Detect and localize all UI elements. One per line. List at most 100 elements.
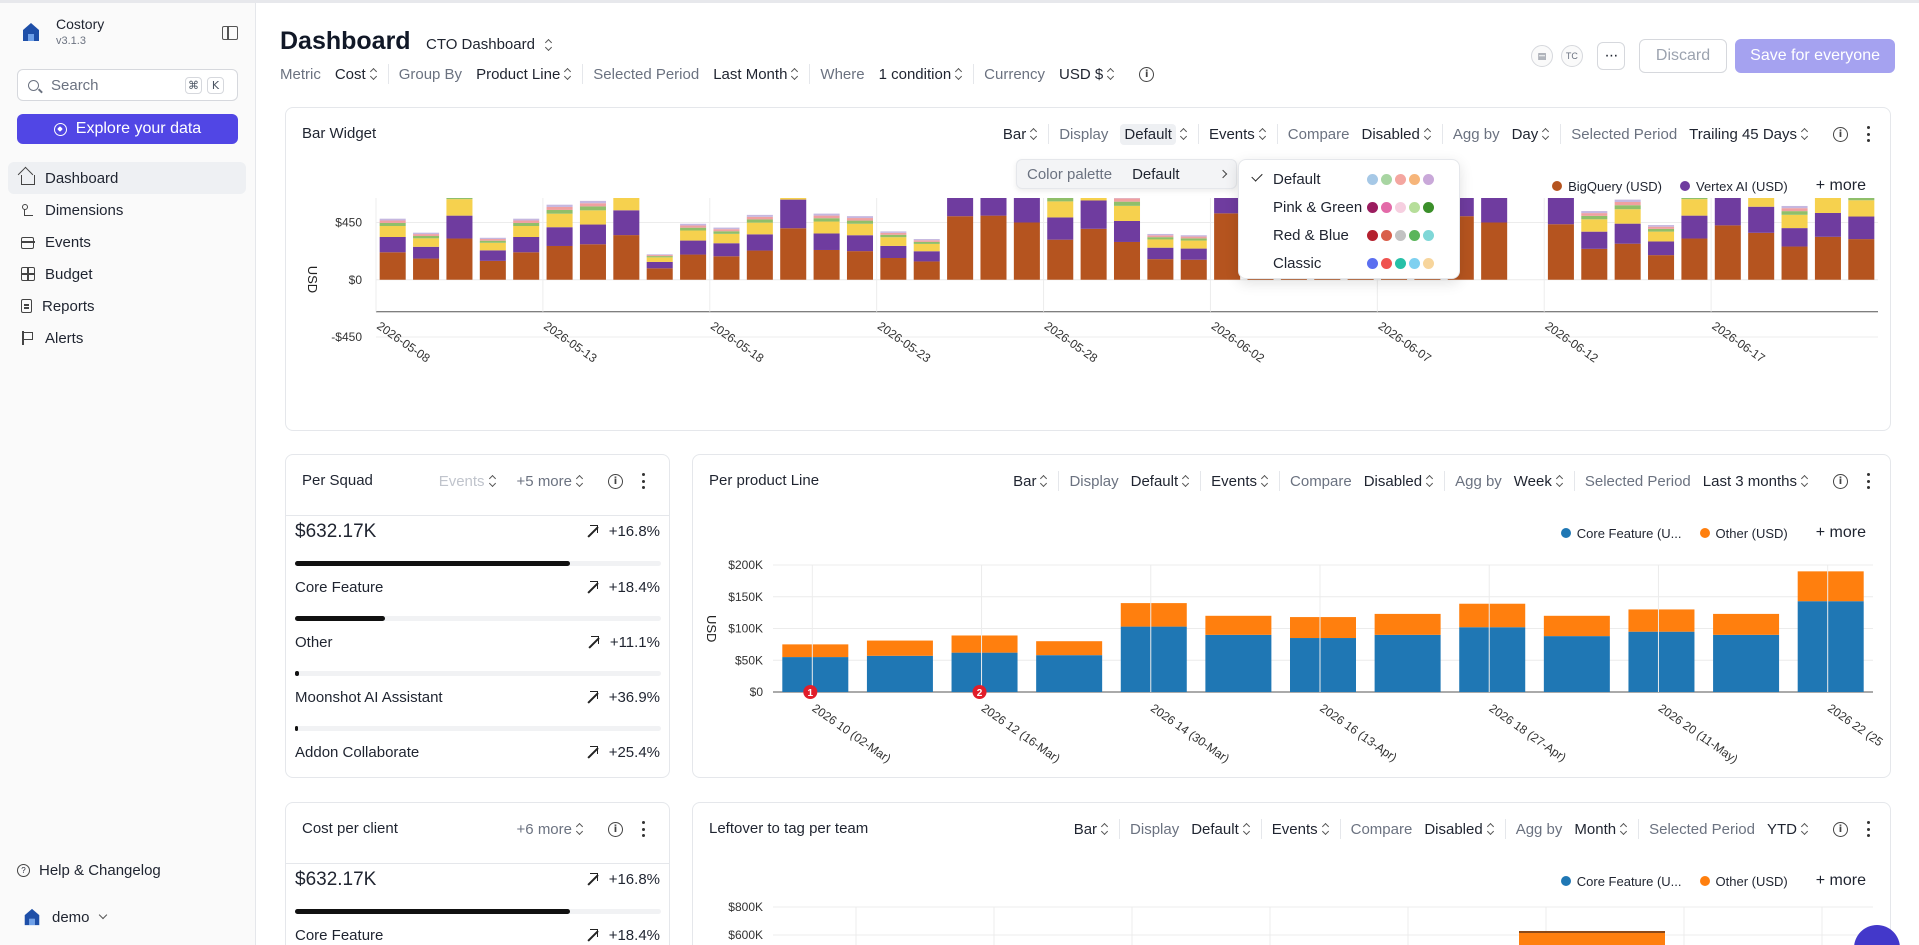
palette-option-classic[interactable]: Classic <box>1239 249 1459 277</box>
filter-group-by[interactable]: Group By Product Line <box>389 64 584 84</box>
period-value: Last 3 months <box>1702 472 1797 490</box>
brand[interactable]: Costory v3.1.3 <box>20 16 104 47</box>
display-select[interactable]: Display Default <box>1120 819 1262 839</box>
info-icon[interactable]: i <box>1833 821 1848 837</box>
help-changelog-link[interactable]: ? Help & Changelog <box>17 862 161 879</box>
filter-currency[interactable]: Currency USD $ <box>974 64 1125 84</box>
viewer-avatar-tc[interactable]: TC <box>1560 45 1583 67</box>
list-item-label[interactable]: Other <box>295 634 333 651</box>
bar-segment <box>880 234 907 238</box>
swatch-color <box>1381 229 1392 241</box>
legend-item[interactable]: BigQuery (USD) <box>1552 179 1662 194</box>
info-icon[interactable]: i <box>608 821 623 837</box>
period-select[interactable]: Selected Period YTD <box>1639 819 1819 839</box>
bar-segment <box>479 260 506 280</box>
display-select[interactable]: Display Default <box>1049 123 1199 145</box>
compare-select[interactable]: Compare Disabled <box>1341 819 1506 839</box>
progress-bar <box>295 561 661 566</box>
bar-segment <box>1180 235 1207 237</box>
search-input[interactable] <box>51 76 171 94</box>
display-value: Default <box>1130 472 1179 490</box>
period-select[interactable]: Selected Period Last 3 months <box>1575 471 1819 491</box>
agg-value: Month <box>1574 820 1617 838</box>
arrow-up-right-icon <box>586 581 598 593</box>
display-submenu-color-palette[interactable]: Color palette Default <box>1016 159 1237 189</box>
viewer-avatar[interactable]: ▤ <box>1530 45 1553 67</box>
updown-chevron-icon <box>1801 823 1809 835</box>
list-item-label[interactable]: Core Feature <box>295 579 384 596</box>
search-box[interactable]: ⌘ K <box>17 69 238 101</box>
legend-item[interactable]: Core Feature (U... <box>1560 874 1682 889</box>
arrow-up-right-icon <box>586 691 598 703</box>
palette-option-default[interactable]: Default <box>1239 165 1459 193</box>
discard-button[interactable]: Discard <box>1638 39 1728 73</box>
bar-segment <box>813 221 840 234</box>
sidebar-item-events[interactable]: Events <box>8 226 246 258</box>
bar-segment <box>1614 202 1641 206</box>
widget-controls: +6 more i <box>507 819 645 839</box>
display-value: Default <box>1191 820 1239 838</box>
kebab-menu-icon[interactable] <box>1866 126 1870 142</box>
chart-type-select[interactable]: Bar <box>1003 471 1060 491</box>
info-icon[interactable]: i <box>1833 126 1848 142</box>
legend-item[interactable]: Core Feature (U... <box>1560 526 1682 541</box>
list-item-label[interactable]: Core Feature <box>295 927 384 944</box>
filter-metric[interactable]: Metric Cost <box>280 64 389 84</box>
agg-by-select[interactable]: Agg by Day <box>1443 124 1562 144</box>
sidebar-collapse-icon[interactable] <box>222 26 238 40</box>
user-menu[interactable]: demo <box>22 907 107 927</box>
more-options-button[interactable]: ··· <box>1596 42 1625 70</box>
kebab-menu-icon[interactable] <box>641 473 645 489</box>
info-icon[interactable]: i <box>1833 473 1848 489</box>
bar-segment <box>1797 571 1864 602</box>
kebab-menu-icon[interactable] <box>1866 821 1870 837</box>
info-icon[interactable]: i <box>608 473 623 489</box>
dashboard-selector[interactable]: CTO Dashboard <box>426 36 553 53</box>
legend-more-button[interactable]: + more <box>1815 524 1866 541</box>
list-item-label[interactable]: Moonshot AI Assistant <box>295 689 443 706</box>
palette-option-pink-green[interactable]: Pink & Green <box>1239 193 1459 221</box>
more-dimensions-select[interactable]: +6 more <box>507 819 594 839</box>
palette-option-red-blue[interactable]: Red & Blue <box>1239 221 1459 249</box>
sidebar-item-budget[interactable]: Budget <box>8 258 246 290</box>
palette-option-label: Pink & Green <box>1273 198 1363 216</box>
agg-by-select[interactable]: Agg by Month <box>1506 819 1640 839</box>
save-for-everyone-button[interactable]: Save for everyone <box>1735 39 1895 73</box>
legend-item[interactable]: Other (USD) <box>1699 526 1788 541</box>
display-select[interactable]: Display Default <box>1059 471 1202 491</box>
more-dimensions-select[interactable]: +5 more <box>507 471 594 491</box>
sidebar-item-reports[interactable]: Reports <box>8 290 246 322</box>
compare-select[interactable]: Compare Disabled <box>1278 124 1443 144</box>
chat-support-button[interactable] <box>1854 925 1900 945</box>
agg-by-select[interactable]: Agg by Week <box>1445 471 1575 491</box>
kebab-menu-icon[interactable] <box>1866 473 1870 489</box>
events-select[interactable]: Events <box>429 471 507 491</box>
legend-item[interactable]: Vertex AI (USD) <box>1680 179 1788 194</box>
sidebar-item-alerts[interactable]: Alerts <box>8 322 246 354</box>
events-select[interactable]: Events <box>1199 124 1278 144</box>
filter-where[interactable]: Where 1 condition <box>810 64 975 84</box>
updown-chevron-icon <box>1424 128 1432 140</box>
legend-more-button[interactable]: + more <box>1815 177 1866 194</box>
legend-more-button[interactable]: + more <box>1815 872 1866 889</box>
info-icon[interactable]: i <box>1139 66 1155 82</box>
chart-type-select[interactable]: Bar <box>993 124 1050 144</box>
bar-segment <box>1543 615 1610 637</box>
list-item-change: +25.4% <box>586 744 660 761</box>
events-select[interactable]: Events <box>1201 471 1281 491</box>
y-tick-label: -$450 <box>331 330 362 344</box>
kebab-menu-icon[interactable] <box>641 821 645 837</box>
sidebar-item-dimensions[interactable]: Dimensions <box>8 194 246 226</box>
chart-type-select[interactable]: Bar <box>1064 819 1121 839</box>
explore-data-button[interactable]: Explore your data <box>17 114 238 144</box>
compare-select[interactable]: Compare Disabled <box>1280 471 1446 491</box>
legend-item[interactable]: Other (USD) <box>1699 874 1788 889</box>
period-select[interactable]: Selected Period Trailing 45 Days <box>1561 124 1819 144</box>
list-item-label[interactable]: Addon Collaborate <box>295 744 420 761</box>
filter-selected-period[interactable]: Selected Period Last Month <box>583 64 811 84</box>
filter-value: USD $ <box>1059 65 1104 83</box>
sidebar-item-dashboard[interactable]: Dashboard <box>8 162 246 194</box>
list-item-change: +11.1% <box>587 634 660 651</box>
bar-segment <box>379 218 406 221</box>
events-select[interactable]: Events <box>1262 819 1341 839</box>
